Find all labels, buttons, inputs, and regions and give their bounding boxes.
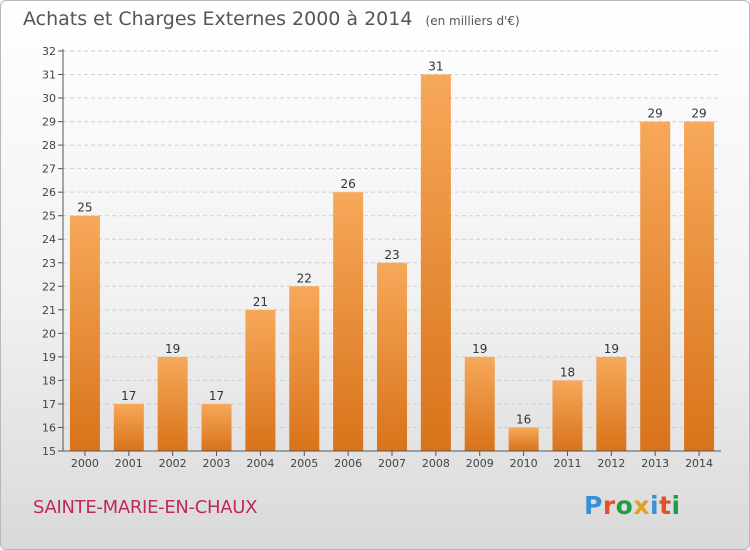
bar-value-label: 18 (560, 365, 575, 379)
bar-value-label: 22 (297, 271, 312, 285)
chart-title-unit: (en milliers d'€) (425, 14, 520, 28)
y-tick-label: 27 (42, 163, 56, 176)
x-tick-label: 2006 (334, 457, 362, 470)
logo-letter: P (584, 491, 603, 520)
bar (201, 403, 232, 451)
chart-title: Achats et Charges Externes 2000 à 2014 (… (23, 8, 520, 30)
x-tick-label: 2009 (466, 457, 494, 470)
x-tick-label: 2001 (115, 457, 143, 470)
bar-value-label: 21 (253, 295, 268, 309)
y-tick-label: 19 (42, 351, 56, 364)
bar (377, 262, 407, 451)
y-tick-label: 17 (42, 398, 56, 411)
logo-letter: r (602, 491, 616, 520)
commune-name: SAINTE-MARIE-EN-CHAUX (33, 497, 258, 518)
y-tick-label: 15 (42, 445, 56, 458)
bar (157, 356, 188, 451)
bar-value-label: 31 (428, 60, 443, 74)
chart-title-main: Achats et Charges Externes 2000 à 2014 (23, 8, 413, 30)
bar (333, 192, 364, 452)
y-tick-label: 18 (42, 374, 56, 387)
y-tick-label: 16 (42, 421, 56, 434)
x-tick-label: 2010 (510, 457, 538, 470)
y-tick-label: 31 (42, 69, 56, 82)
bar (684, 121, 715, 452)
y-tick-label: 26 (42, 186, 56, 199)
logo-letter: o (615, 491, 634, 520)
y-tick-label: 20 (42, 327, 56, 340)
logo-letter: x (633, 491, 650, 520)
x-tick-label: 2002 (159, 457, 187, 470)
x-tick-label: 2014 (685, 457, 713, 470)
logo-letter: i (650, 491, 660, 520)
proxiti-logo[interactable]: Proxiti (584, 491, 681, 520)
x-tick-label: 2000 (71, 457, 99, 470)
bar (245, 309, 276, 451)
bar-value-label: 23 (384, 248, 399, 262)
x-tick-label: 2003 (203, 457, 231, 470)
x-tick-label: 2013 (641, 457, 669, 470)
bar-value-label: 19 (165, 342, 180, 356)
bars: 25 17 19 17 21 22 26 23 31 19 16 18 19 29 29 (69, 60, 715, 452)
bar (420, 74, 451, 451)
y-tick-label: 29 (42, 116, 56, 129)
bar (113, 403, 144, 451)
bar-value-label: 17 (121, 389, 136, 403)
y-tick-label: 28 (42, 139, 56, 152)
bar (596, 356, 627, 451)
bar (508, 427, 539, 451)
y-tick-label: 22 (42, 280, 56, 293)
bar (464, 356, 495, 451)
x-tick-label: 2008 (422, 457, 450, 470)
y-tick-label: 21 (42, 304, 56, 317)
axes: 15 16 17 18 19 20 21 22 23 24 25 26 27 28 29 30 31 32 2000… (42, 45, 721, 470)
logo-letter: t (659, 491, 672, 520)
y-tick-label: 23 (42, 257, 56, 270)
bar (69, 215, 100, 451)
bar (552, 380, 583, 451)
y-tick-label: 25 (42, 210, 56, 223)
bar-value-label: 29 (691, 107, 706, 121)
bar-value-label: 26 (340, 177, 355, 191)
bar-value-label: 19 (472, 342, 487, 356)
bar (289, 286, 320, 451)
y-tick-label: 32 (42, 45, 56, 58)
x-tick-label: 2011 (553, 457, 581, 470)
y-tick-label: 30 (42, 92, 56, 105)
bar-value-label: 16 (516, 412, 531, 426)
bar (640, 121, 671, 452)
bar-value-label: 17 (209, 389, 224, 403)
x-tick-label: 2004 (246, 457, 274, 470)
x-tick-label: 2005 (290, 457, 318, 470)
x-tick-label: 2012 (597, 457, 625, 470)
bar-value-label: 25 (77, 201, 92, 215)
y-tick-label: 24 (42, 233, 56, 246)
x-tick-label: 2007 (378, 457, 406, 470)
bar-value-label: 29 (648, 107, 663, 121)
bar-value-label: 19 (604, 342, 619, 356)
logo-letter: i (671, 491, 681, 520)
